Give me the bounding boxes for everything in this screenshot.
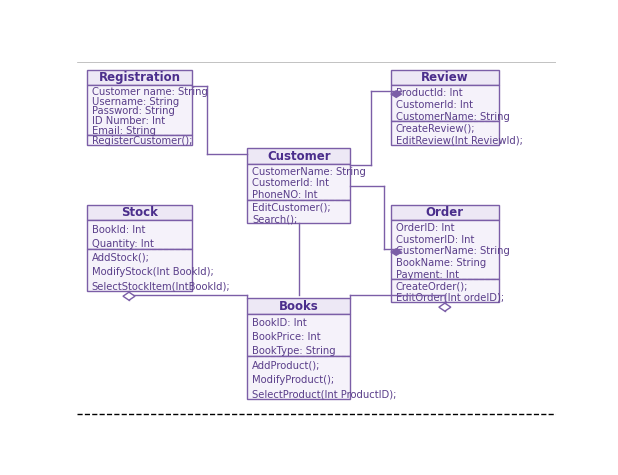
Text: OrderID: Int: OrderID: Int	[396, 223, 454, 233]
Text: EditCustomer();: EditCustomer();	[252, 202, 331, 212]
Text: PhoneNO: Int: PhoneNO: Int	[252, 190, 318, 200]
Text: Customer: Customer	[267, 150, 331, 162]
Polygon shape	[391, 249, 402, 256]
Text: RegisterCustomer();: RegisterCustomer();	[91, 136, 192, 146]
Text: CustomerID: Int: CustomerID: Int	[396, 235, 474, 245]
Polygon shape	[391, 91, 402, 97]
Bar	[247, 356, 350, 399]
Text: BookType: String: BookType: String	[252, 346, 336, 356]
Text: Password: String: Password: String	[91, 106, 174, 116]
Text: CustomerName: String: CustomerName: String	[396, 247, 510, 256]
Text: Customer name: String: Customer name: String	[91, 86, 208, 96]
Text: SelectStockItem(IntBookId);: SelectStockItem(IntBookId);	[91, 281, 231, 291]
Bar	[391, 220, 499, 279]
Bar	[391, 70, 499, 85]
Text: Stock: Stock	[121, 206, 158, 219]
Bar	[87, 70, 192, 85]
Text: Review: Review	[421, 71, 468, 84]
Text: ProductId: Int: ProductId: Int	[396, 88, 462, 98]
Text: EditReview(Int ReviewId);: EditReview(Int ReviewId);	[396, 135, 523, 146]
Text: Search();: Search();	[252, 214, 297, 224]
Bar	[391, 279, 499, 302]
Bar	[87, 135, 192, 145]
Text: ModifyProduct();: ModifyProduct();	[252, 375, 334, 385]
Bar	[247, 164, 350, 200]
Text: BookPrice: Int: BookPrice: Int	[252, 332, 321, 342]
Bar	[247, 148, 350, 164]
Text: BookName: String: BookName: String	[396, 258, 486, 268]
Bar	[247, 200, 350, 223]
Text: EditOrder(Int ordeID);: EditOrder(Int ordeID);	[396, 293, 504, 303]
Polygon shape	[123, 292, 135, 300]
Text: CreateOrder();: CreateOrder();	[396, 281, 468, 291]
Text: CustomerName: String: CustomerName: String	[396, 112, 510, 122]
Bar	[391, 205, 499, 220]
Text: CustomerId: Int: CustomerId: Int	[396, 100, 473, 110]
Text: CustomerName: String: CustomerName: String	[252, 167, 366, 177]
Text: ID Number: Int: ID Number: Int	[91, 116, 165, 126]
Text: Payment: Int: Payment: Int	[396, 270, 459, 280]
Text: BookID: Int: BookID: Int	[252, 318, 307, 328]
Bar	[87, 85, 192, 135]
Bar	[87, 249, 192, 291]
Bar	[391, 85, 499, 121]
Bar	[247, 298, 350, 314]
Text: ModifyStock(Int BookId);: ModifyStock(Int BookId);	[91, 267, 213, 277]
Text: Username: String: Username: String	[91, 96, 179, 106]
Polygon shape	[439, 303, 451, 311]
Text: AddProduct();: AddProduct();	[252, 361, 321, 370]
Bar	[87, 220, 192, 249]
Text: Quantity: Int: Quantity: Int	[91, 239, 153, 249]
Text: Order: Order	[426, 206, 464, 219]
Text: Books: Books	[279, 300, 319, 313]
Bar	[391, 121, 499, 145]
Text: CustomerId: Int: CustomerId: Int	[252, 179, 329, 189]
Text: Registration: Registration	[98, 71, 180, 84]
Text: CreateReview();: CreateReview();	[396, 124, 475, 133]
Bar	[87, 205, 192, 220]
Text: AddStock();: AddStock();	[91, 253, 150, 263]
Text: Email: String: Email: String	[91, 126, 156, 136]
Text: SelectProduct(Int ProductID);: SelectProduct(Int ProductID);	[252, 389, 396, 399]
Bar	[247, 314, 350, 356]
Text: BookId: Int: BookId: Int	[91, 225, 145, 235]
